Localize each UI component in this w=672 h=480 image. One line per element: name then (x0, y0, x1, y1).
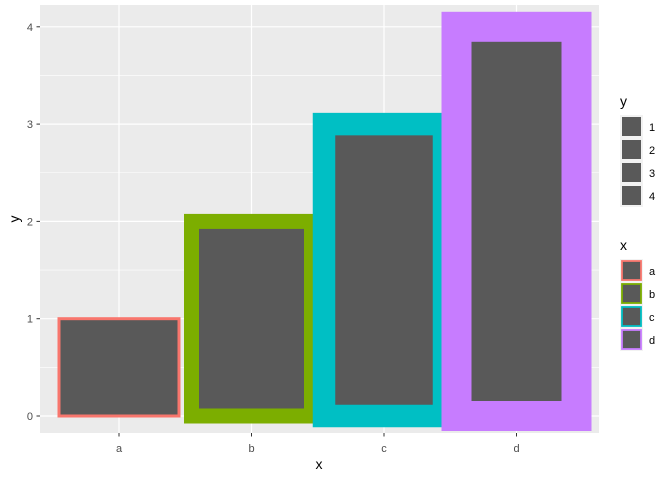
legend-key-1 (622, 117, 641, 136)
legend-label: 3 (649, 168, 655, 180)
legend-key-3 (622, 163, 641, 182)
legend-key-a (621, 260, 642, 281)
bar-d (441, 11, 592, 432)
legend-title: y (620, 93, 627, 109)
bar-c (312, 112, 456, 428)
y-tick-label: 3 (27, 119, 33, 131)
bar-layer (57, 11, 592, 432)
x-tick-label: c (381, 443, 387, 455)
x-tick-label: a (116, 443, 123, 455)
legend-key-c (621, 306, 642, 327)
legend-title: x (620, 237, 627, 253)
legend-label: 4 (649, 191, 655, 203)
legend-label: 2 (649, 145, 655, 157)
y-tick-label: 1 (27, 314, 33, 326)
x-tick-label: b (248, 443, 254, 455)
legend-key-2 (622, 140, 641, 159)
y-tick-label: 0 (27, 411, 33, 423)
legend-label: 1 (649, 122, 655, 134)
x-axis-title: x (316, 456, 323, 472)
bar-b (184, 213, 319, 424)
y-axis: 0 1 2 3 4 (27, 22, 40, 423)
legend-label: b (649, 289, 655, 301)
legend-label: d (649, 335, 655, 347)
legend-label: c (649, 312, 655, 324)
y-axis-title: y (6, 216, 22, 223)
legend-key-4 (622, 186, 641, 205)
x-tick-label: d (513, 443, 519, 455)
bar-a (57, 317, 181, 418)
y-tick-label: 2 (27, 216, 33, 228)
x-axis: a b c d (116, 433, 520, 455)
legend-label: a (649, 266, 656, 278)
legend-key-d (621, 329, 642, 350)
y-tick-label: 4 (27, 22, 33, 34)
legend-key-b (621, 283, 642, 304)
